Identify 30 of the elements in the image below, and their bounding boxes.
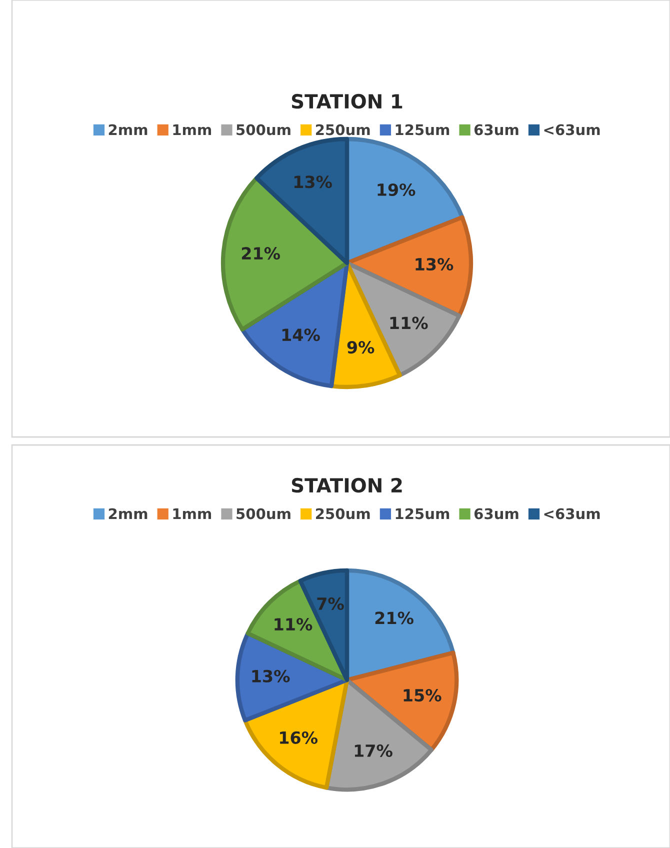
legend-label: 1mm	[173, 508, 211, 520]
data-label: 14%	[282, 328, 320, 342]
data-label: 21%	[242, 247, 280, 260]
data-label: 9%	[347, 340, 374, 354]
legend-label: 1mm	[173, 124, 211, 136]
data-label: 13%	[416, 258, 454, 271]
legend-label: 2mm	[108, 124, 148, 136]
data-label: 7%	[317, 597, 344, 610]
data-label: 19%	[378, 183, 416, 196]
legend-label: 500um	[236, 124, 290, 136]
legend-label: 250um	[316, 508, 370, 520]
legend-label: 63um	[474, 508, 518, 520]
chart-title: STATION 2	[292, 478, 402, 493]
data-label: 13%	[252, 670, 290, 682]
data-label: 21%	[375, 612, 414, 624]
data-label: 15%	[404, 688, 442, 702]
data-label: 17%	[354, 744, 392, 758]
legend-label: <63um	[544, 508, 600, 520]
chart-title: STATION 1	[292, 94, 402, 109]
data-label: 11%	[274, 618, 312, 631]
legend-label: 63um	[474, 124, 518, 136]
legend-label: 125um	[396, 124, 450, 136]
legend-label: 125um	[396, 508, 450, 520]
data-label: 11%	[390, 316, 428, 330]
data-label: 13%	[294, 176, 332, 188]
legend-label: 250um	[316, 124, 370, 136]
legend-label: <63um	[544, 124, 600, 136]
legend-label: 2mm	[108, 508, 148, 520]
data-label: 16%	[280, 731, 318, 744]
legend-label: 500um	[236, 508, 290, 520]
